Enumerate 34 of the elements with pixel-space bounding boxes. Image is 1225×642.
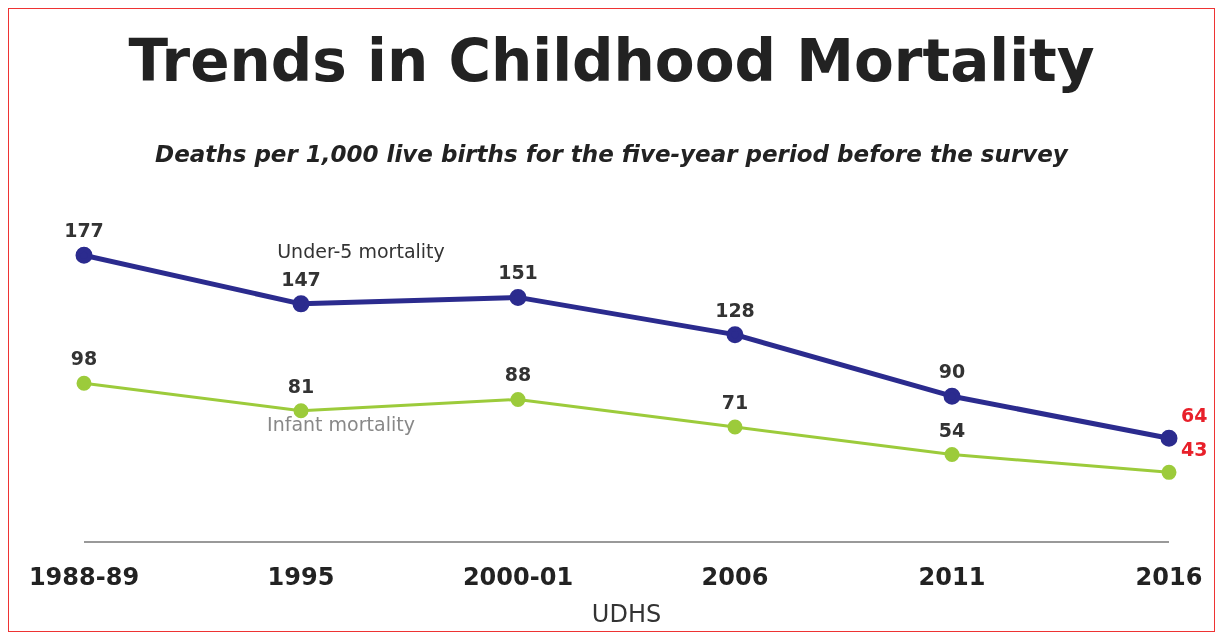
point xyxy=(75,246,93,264)
point xyxy=(726,326,744,344)
x-tick-label: 1988-89 xyxy=(28,563,140,592)
data-label: 54 xyxy=(938,418,966,441)
data-label: 88 xyxy=(504,363,532,386)
x-tick-label: 2000-01 xyxy=(462,563,574,592)
series-label: Infant mortality xyxy=(267,412,415,435)
point xyxy=(943,387,961,405)
chart-title: Trends in Childhood Mortality xyxy=(127,27,1096,97)
data-label: 177 xyxy=(64,219,104,242)
data-label: 71 xyxy=(721,390,749,413)
point xyxy=(727,419,743,435)
data-label: 151 xyxy=(498,261,538,284)
data-label: 90 xyxy=(938,360,966,383)
series-label: Under-5 mortality xyxy=(277,239,445,262)
data-label: 64 xyxy=(1181,404,1208,427)
x-tick-label: 1995 xyxy=(267,563,335,592)
x-axis-title: UDHS xyxy=(591,600,662,628)
point xyxy=(292,295,310,313)
point xyxy=(509,288,527,306)
point xyxy=(1161,464,1177,480)
x-tick-label: 2016 xyxy=(1135,563,1203,592)
point xyxy=(76,375,92,391)
point xyxy=(944,447,960,463)
point xyxy=(1160,429,1178,447)
data-label: 147 xyxy=(281,267,321,290)
data-label: 128 xyxy=(715,298,755,321)
data-label: 43 xyxy=(1181,438,1208,461)
chart-subtitle: Deaths per 1,000 live births for the five-year period before the survey xyxy=(154,141,1070,169)
data-label: 81 xyxy=(287,374,315,397)
x-tick-label: 2006 xyxy=(701,563,769,592)
x-tick-label: 2011 xyxy=(918,563,986,592)
data-label: 98 xyxy=(70,347,98,370)
point xyxy=(510,391,526,407)
